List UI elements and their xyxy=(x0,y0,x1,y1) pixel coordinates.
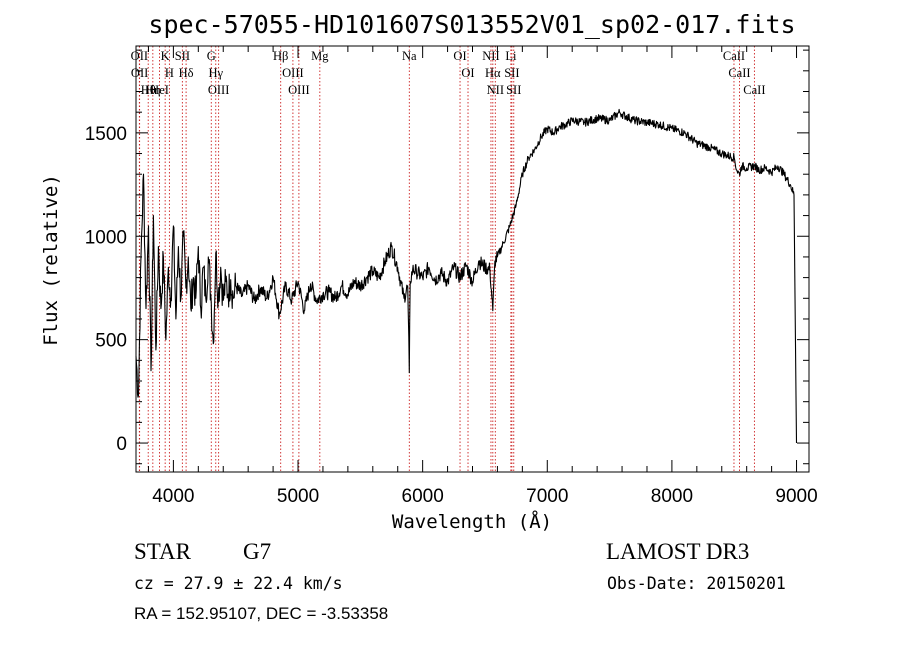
line-marker-label-14: OIII xyxy=(288,83,310,97)
line-marker-label-26: CaII xyxy=(728,66,750,80)
spectral-line-markers xyxy=(138,46,755,472)
spectrum-series xyxy=(135,108,798,444)
y-tick-label-3: 1500 xyxy=(85,124,127,145)
line-marker-label-13: OIII xyxy=(282,66,304,80)
x-tick-label-3: 7000 xyxy=(526,486,568,507)
line-marker-label-2: Hθ xyxy=(141,83,156,97)
observation-date: Obs-Date: 20150201 xyxy=(607,574,786,593)
line-marker-label-24: SII xyxy=(506,83,521,97)
line-marker-label-16: Na xyxy=(402,49,417,63)
x-tick-label-2: 6000 xyxy=(402,486,444,507)
line-marker-label-27: CaII xyxy=(743,83,765,97)
line-marker-label-20: Hα xyxy=(485,66,501,80)
line-marker-label-11: OIII xyxy=(208,83,230,97)
line-marker-label-4: HeI xyxy=(150,83,169,97)
line-marker-label-22: Li xyxy=(505,49,517,63)
line-marker-label-1: OII xyxy=(131,66,148,80)
line-marker-label-23: SII xyxy=(504,66,519,80)
y-axis-label: Flux (relative) xyxy=(40,174,62,346)
spectrum-line-0 xyxy=(135,108,798,444)
line-marker-label-17: OI xyxy=(453,49,466,63)
survey-name: LAMOST DR3 xyxy=(606,539,749,564)
line-marker-label-12: Hβ xyxy=(273,49,288,63)
redshift-text: cz = 27.9 ± 22.4 km/s xyxy=(134,574,343,593)
object-class: STAR xyxy=(134,539,192,564)
line-marker-label-9: G xyxy=(207,49,216,63)
y-tick-label-0: 0 xyxy=(116,434,127,455)
plot-frame xyxy=(135,45,810,473)
line-marker-label-7: SII xyxy=(175,49,190,63)
line-marker-label-3: Hη xyxy=(145,83,161,97)
y-tick-label-2: 1000 xyxy=(85,227,127,248)
y-axis: 0 500 1000 1500 xyxy=(85,49,809,465)
x-axis-label: Wavelength (Å) xyxy=(392,510,552,533)
line-marker-label-5: K xyxy=(161,49,170,63)
line-marker-label-8: Hδ xyxy=(179,66,194,80)
coordinates-text: RA = 152.95107, DEC = -3.53358 xyxy=(134,604,388,623)
x-tick-label-0: 4000 xyxy=(152,486,194,507)
object-subclass: G7 xyxy=(243,539,271,564)
line-marker-label-18: OI xyxy=(461,66,474,80)
x-tick-label-1: 5000 xyxy=(277,486,319,507)
chart-title: spec-57055-HD101607S013552V01_sp02-017.f… xyxy=(148,10,795,39)
line-marker-label-15: Mg xyxy=(311,49,329,63)
line-marker-label-25: CaII xyxy=(723,49,745,63)
y-tick-label-1: 500 xyxy=(95,331,127,352)
line-marker-label-21: NII xyxy=(487,83,504,97)
x-axis: 4000 5000 6000 7000 8000 9000 xyxy=(147,46,818,507)
line-marker-label-6: H xyxy=(165,66,174,80)
line-marker-label-19: NII xyxy=(482,49,499,63)
x-tick-label-4: 8000 xyxy=(651,486,693,507)
x-tick-label-5: 9000 xyxy=(775,486,817,507)
line-marker-label-0: OII xyxy=(131,49,148,63)
line-marker-label-10: Hγ xyxy=(208,66,223,80)
